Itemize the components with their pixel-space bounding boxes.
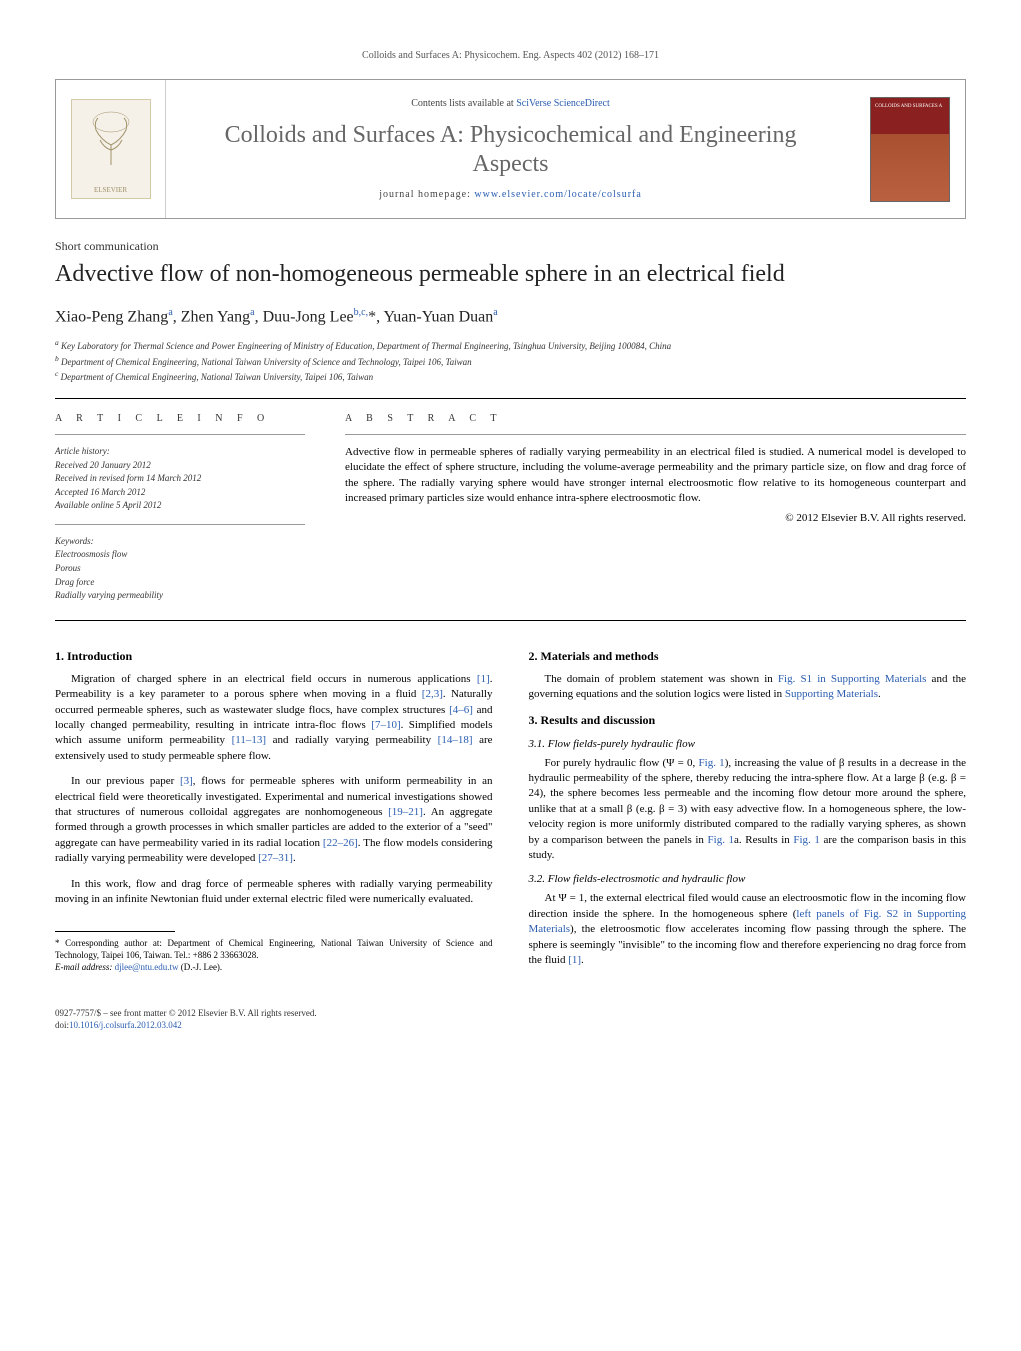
elsevier-tree-icon [86, 110, 136, 170]
affiliation-b: b Department of Chemical Engineering, Na… [55, 354, 966, 369]
doi-prefix: doi: [55, 1020, 69, 1030]
right-column: 2. Materials and methods The domain of p… [529, 649, 967, 978]
author-4: Yuan-Yuan Duan [384, 308, 494, 325]
ref-link[interactable]: [1] [568, 954, 581, 966]
journal-title: Colloids and Surfaces A: Physicochemical… [186, 121, 835, 179]
email-suffix: (D.-J. Lee). [178, 962, 222, 972]
history-revised: Received in revised form 14 March 2012 [55, 472, 305, 485]
keyword-1: Electroosmosis flow [55, 548, 305, 561]
author-3-aff: b,c, [354, 307, 368, 318]
left-column: 1. Introduction Migration of charged sph… [55, 649, 493, 978]
keywords: Keywords: Electroosmosis flow Porous Dra… [55, 535, 305, 602]
ref-link[interactable]: Supporting Materials [785, 688, 878, 700]
footnote-rule [55, 931, 175, 932]
divider [55, 620, 966, 621]
author-3: Duu-Jong Lee [263, 308, 354, 325]
footer-copyright: 0927-7757/$ – see front matter © 2012 El… [55, 1008, 966, 1020]
homepage-prefix: journal homepage: [379, 189, 474, 200]
doi-link[interactable]: 10.1016/j.colsurfa.2012.03.042 [69, 1020, 182, 1030]
divider [55, 398, 966, 399]
ref-link[interactable]: [3] [180, 775, 193, 787]
masthead-right: COLLOIDS AND SURFACES A [855, 80, 965, 218]
ref-link[interactable]: [11–13] [232, 734, 266, 746]
journal-cover-thumbnail: COLLOIDS AND SURFACES A [870, 97, 950, 202]
section-2-para-1: The domain of problem statement was show… [529, 672, 967, 703]
ref-link[interactable]: [22–26] [323, 837, 358, 849]
section-3-1-heading: 3.1. Flow fields-purely hydraulic flow [529, 738, 967, 750]
divider-light [55, 524, 305, 525]
author-2: Zhen Yang [181, 308, 250, 325]
abstract-copyright: © 2012 Elsevier B.V. All rights reserved… [345, 512, 966, 524]
section-3-2-para-1: At Ψ = 1, the external electrical filed … [529, 891, 967, 968]
ref-link[interactable]: Fig. 1 [708, 834, 735, 846]
contents-line: Contents lists available at SciVerse Sci… [186, 98, 835, 109]
ref-link[interactable]: Fig. S1 in Supporting Materials [778, 673, 927, 685]
history-accepted: Accepted 16 March 2012 [55, 486, 305, 499]
section-1-para-3: In this work, flow and drag force of per… [55, 877, 493, 908]
ref-link[interactable]: Fig. 1 [699, 757, 725, 769]
affiliation-c: c Department of Chemical Engineering, Na… [55, 369, 966, 384]
page: Colloids and Surfaces A: Physicochem. En… [0, 0, 1021, 1072]
section-3-heading: 3. Results and discussion [529, 713, 967, 728]
history-received: Received 20 January 2012 [55, 459, 305, 472]
divider-light [345, 434, 966, 435]
masthead: ELSEVIER Contents lists available at Sci… [55, 79, 966, 219]
body-columns: 1. Introduction Migration of charged sph… [55, 649, 966, 978]
ref-link[interactable]: [19–21] [388, 806, 423, 818]
keyword-3: Drag force [55, 576, 305, 589]
ref-link[interactable]: [1] [477, 673, 490, 685]
author-4-aff: a [493, 307, 497, 318]
journal-homepage: journal homepage: www.elsevier.com/locat… [186, 189, 835, 200]
masthead-left: ELSEVIER [56, 80, 166, 218]
affiliation-a: a Key Laboratory for Thermal Science and… [55, 338, 966, 353]
masthead-center: Contents lists available at SciVerse Sci… [166, 80, 855, 218]
author-2-aff: a [250, 307, 254, 318]
article-title: Advective flow of non-homogeneous permea… [55, 260, 966, 289]
author-1-aff: a [168, 307, 172, 318]
article-history: Article history: Received 20 January 201… [55, 445, 305, 512]
history-label: Article history: [55, 445, 305, 458]
keyword-2: Porous [55, 562, 305, 575]
footnote-text: * Corresponding author at: Department of… [55, 938, 493, 961]
footer: 0927-7757/$ – see front matter © 2012 El… [55, 1008, 966, 1031]
ref-link[interactable]: [27–31] [258, 852, 293, 864]
ref-link[interactable]: [4–6] [449, 704, 473, 716]
ref-link[interactable]: [2,3] [422, 688, 443, 700]
section-3-2-heading: 3.2. Flow fields-electrosmotic and hydra… [529, 873, 967, 885]
author-1: Xiao-Peng Zhang [55, 308, 168, 325]
article-type: Short communication [55, 239, 966, 254]
elsevier-logo: ELSEVIER [71, 99, 151, 199]
ref-link[interactable]: [7–10] [371, 719, 400, 731]
keywords-label: Keywords: [55, 535, 305, 548]
elsevier-label: ELSEVIER [94, 186, 127, 194]
ref-link[interactable]: [14–18] [438, 734, 473, 746]
sciencedirect-link[interactable]: SciVerse ScienceDirect [516, 98, 610, 109]
running-head: Colloids and Surfaces A: Physicochem. En… [55, 50, 966, 61]
info-abstract-row: A R T I C L E I N F O Article history: R… [55, 413, 966, 614]
abstract-text: Advective flow in permeable spheres of r… [345, 445, 966, 507]
authors: Xiao-Peng Zhanga, Zhen Yanga, Duu-Jong L… [55, 307, 966, 326]
cover-label: COLLOIDS AND SURFACES A [875, 104, 945, 110]
history-online: Available online 5 April 2012 [55, 499, 305, 512]
abstract-column: A B S T R A C T Advective flow in permea… [345, 413, 966, 614]
section-1-heading: 1. Introduction [55, 649, 493, 664]
abstract-label: A B S T R A C T [345, 413, 966, 424]
article-info-label: A R T I C L E I N F O [55, 413, 305, 424]
corresponding-footnote: * Corresponding author at: Department of… [55, 938, 493, 973]
section-1-para-2: In our previous paper [3], flows for per… [55, 774, 493, 866]
email-link[interactable]: djlee@ntu.edu.tw [115, 962, 179, 972]
ref-link[interactable]: Fig. 1 [793, 834, 820, 846]
corresponding-marker: * [368, 308, 376, 325]
email-label: E-mail address: [55, 962, 115, 972]
divider-light [55, 434, 305, 435]
keyword-4: Radially varying permeability [55, 589, 305, 602]
contents-prefix: Contents lists available at [411, 98, 516, 109]
section-3-1-para-1: For purely hydraulic flow (Ψ = 0, Fig. 1… [529, 756, 967, 864]
section-1-para-1: Migration of charged sphere in an electr… [55, 672, 493, 764]
homepage-link[interactable]: www.elsevier.com/locate/colsurfa [474, 189, 641, 200]
article-info-column: A R T I C L E I N F O Article history: R… [55, 413, 305, 614]
affiliations: a Key Laboratory for Thermal Science and… [55, 338, 966, 384]
section-2-heading: 2. Materials and methods [529, 649, 967, 664]
